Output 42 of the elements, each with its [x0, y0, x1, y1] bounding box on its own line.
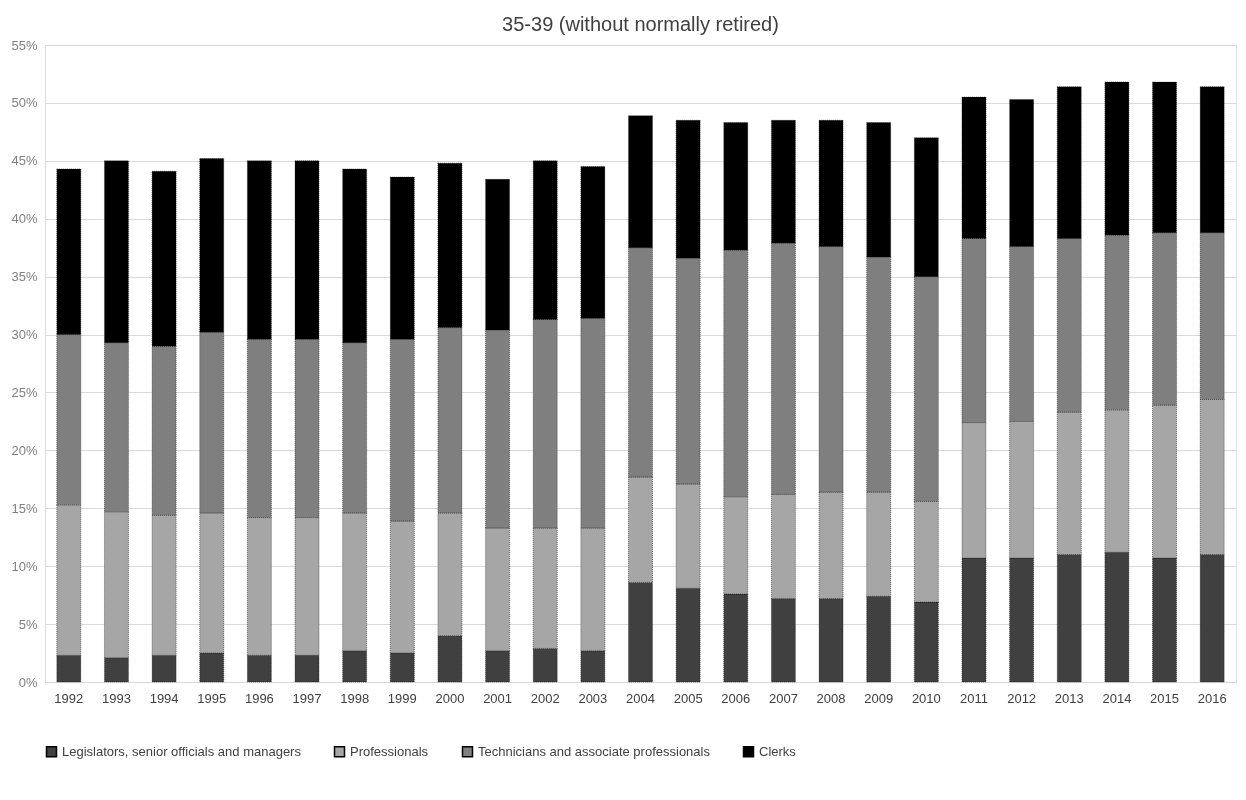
x-tick-label: 2005	[673, 690, 703, 706]
y-tick-label: 10%	[11, 558, 38, 574]
x-tick-label: 1997	[292, 690, 322, 706]
y-tick-label: 30%	[11, 327, 38, 343]
x-tick-label: 2016	[1197, 690, 1227, 706]
legend-label: Legislators, senior officials and managers	[62, 743, 302, 759]
legend-label: Clerks	[759, 743, 797, 759]
y-tick-label: 55%	[11, 37, 38, 53]
x-tick-label: 2012	[1007, 690, 1037, 706]
x-tick-label: 2003	[578, 690, 608, 706]
x-tick-label: 2002	[530, 690, 560, 706]
y-tick-label: 40%	[11, 211, 38, 227]
y-tick-label: 45%	[11, 153, 38, 169]
x-tick-label: 1993	[102, 690, 131, 706]
x-tick-label: 2004	[626, 690, 655, 706]
x-tick-label: 1999	[387, 690, 417, 706]
x-tick-label: 1996	[244, 690, 274, 706]
x-tick-label: 2015	[1150, 690, 1179, 706]
x-tick-label: 2008	[816, 690, 846, 706]
x-tick-label: 1995	[197, 690, 227, 706]
x-tick-label: 2006	[721, 690, 751, 706]
y-tick-label: 50%	[11, 95, 38, 111]
x-tick-label: 2013	[1054, 690, 1084, 706]
x-tick-label: 1992	[54, 690, 84, 706]
y-tick-label: 5%	[18, 616, 38, 632]
legend-label: Professionals	[350, 743, 429, 759]
x-tick-label: 2014	[1102, 690, 1132, 706]
legend-label: Technicians and associate professionals	[478, 743, 711, 759]
chart-title: 35-39 (without normally retired)	[502, 13, 779, 35]
x-tick-label: 2011	[960, 690, 988, 706]
x-tick-label: 2001	[483, 690, 513, 706]
y-tick-label: 25%	[11, 384, 38, 400]
x-tick-label: 2007	[768, 690, 798, 706]
x-tick-label: 2009	[864, 690, 894, 706]
x-tick-label: 1994	[149, 690, 179, 706]
y-tick-label: 0%	[18, 674, 38, 690]
y-tick-label: 15%	[11, 500, 38, 516]
x-tick-label: 1998	[340, 690, 370, 706]
y-tick-label: 20%	[11, 442, 38, 458]
y-tick-label: 35%	[11, 269, 38, 285]
x-tick-label: 2010	[911, 690, 941, 706]
x-tick-label: 2000	[435, 690, 465, 706]
